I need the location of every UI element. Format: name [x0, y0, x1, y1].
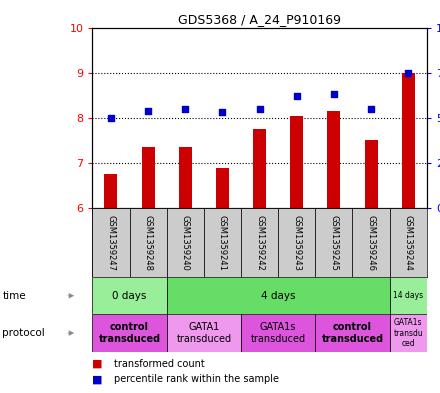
Point	[182, 106, 189, 112]
Bar	[167, 314, 241, 352]
Bar	[278, 208, 315, 277]
Bar	[241, 314, 315, 352]
Text: protocol: protocol	[2, 328, 45, 338]
Bar	[92, 314, 167, 352]
Bar	[179, 147, 192, 208]
Text: GSM1359248: GSM1359248	[143, 215, 153, 271]
Bar	[352, 208, 390, 277]
Text: percentile rank within the sample: percentile rank within the sample	[114, 374, 279, 384]
Text: ■: ■	[92, 374, 103, 384]
Bar	[390, 314, 427, 352]
Bar	[142, 147, 154, 208]
Text: GSM1359245: GSM1359245	[330, 215, 338, 271]
Bar	[253, 129, 266, 208]
Text: 0 days: 0 days	[112, 291, 147, 301]
Bar	[129, 208, 167, 277]
Text: control
transduced: control transduced	[322, 322, 384, 344]
Text: GSM1359246: GSM1359246	[367, 215, 376, 271]
Text: GSM1359242: GSM1359242	[255, 215, 264, 271]
Text: GSM1359241: GSM1359241	[218, 215, 227, 271]
Text: transformed count: transformed count	[114, 358, 205, 369]
Text: 4 days: 4 days	[261, 291, 295, 301]
Bar	[216, 167, 229, 208]
Point	[219, 109, 226, 116]
Text: GSM1359243: GSM1359243	[292, 215, 301, 271]
Bar	[290, 116, 303, 208]
Bar	[92, 277, 167, 314]
Point	[330, 91, 337, 97]
Point	[107, 115, 114, 121]
Bar	[315, 208, 352, 277]
Bar	[365, 140, 378, 208]
Text: 14 days: 14 days	[393, 291, 423, 300]
Bar	[327, 111, 341, 208]
Text: GSM1359240: GSM1359240	[181, 215, 190, 271]
Point	[405, 70, 412, 76]
Text: GSM1359244: GSM1359244	[404, 215, 413, 271]
Bar	[241, 208, 278, 277]
Text: GSM1359247: GSM1359247	[106, 215, 115, 271]
Text: time: time	[2, 291, 26, 301]
Bar	[204, 208, 241, 277]
Point	[367, 106, 374, 112]
Bar	[167, 277, 390, 314]
Point	[256, 106, 263, 112]
Text: GATA1s
transdu
ced: GATA1s transdu ced	[393, 318, 423, 348]
Text: GATA1
transduced: GATA1 transduced	[176, 322, 231, 344]
Bar	[402, 73, 415, 208]
Bar	[390, 208, 427, 277]
Bar	[167, 208, 204, 277]
Point	[145, 108, 152, 114]
Bar	[92, 208, 129, 277]
Text: GATA1s
transduced: GATA1s transduced	[251, 322, 306, 344]
Text: control
transduced: control transduced	[99, 322, 161, 344]
Text: ■: ■	[92, 358, 103, 369]
Bar	[315, 314, 390, 352]
Bar	[104, 174, 117, 208]
Bar	[390, 277, 427, 314]
Title: GDS5368 / A_24_P910169: GDS5368 / A_24_P910169	[178, 13, 341, 26]
Point	[293, 93, 300, 99]
